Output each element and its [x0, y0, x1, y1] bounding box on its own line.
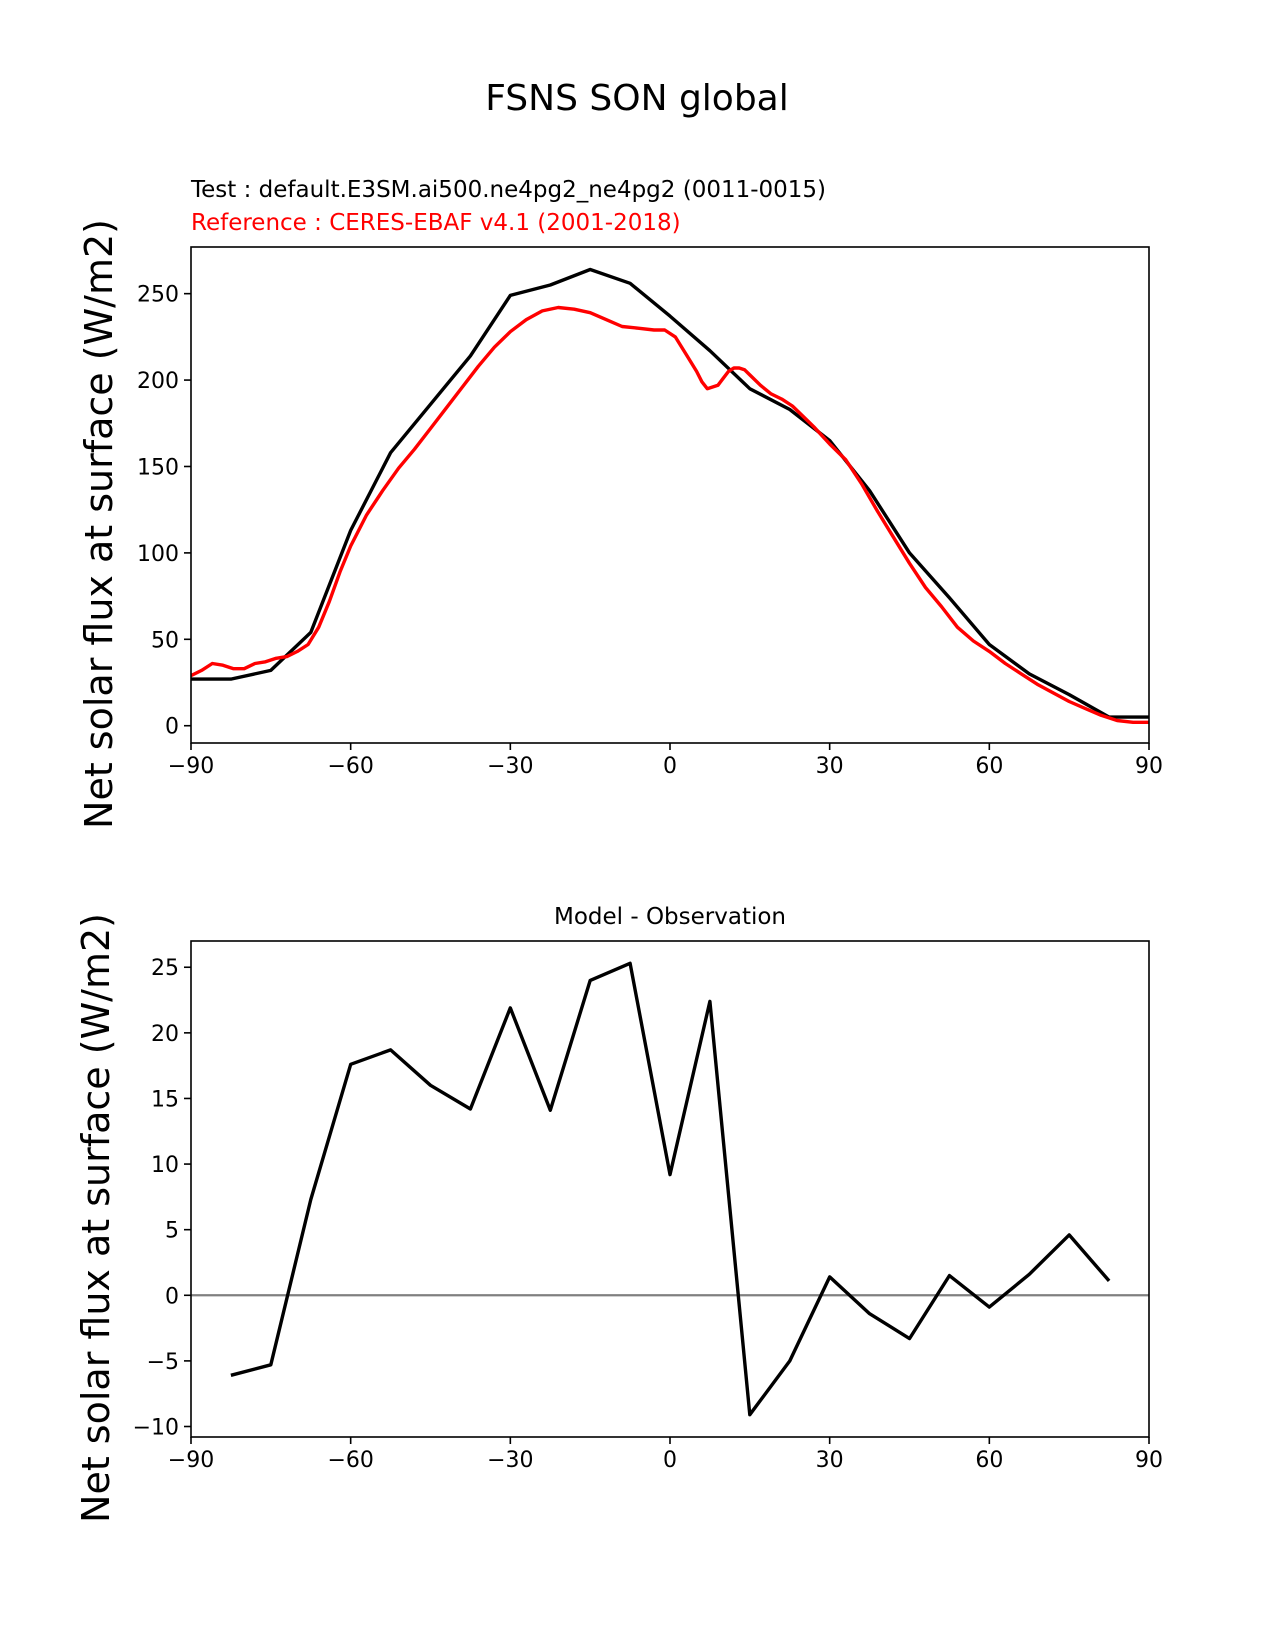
x-tick-label: −90	[168, 1448, 214, 1473]
y-tick-label: 10	[151, 1153, 179, 1178]
x-tick-label: −60	[327, 1448, 373, 1473]
y-tick-label: 5	[165, 1219, 179, 1244]
panel-zonal-mean: −90 −60 −30 0 30 60 90 0 50 100 150 200 250	[137, 246, 1163, 779]
y-tick-label: 100	[137, 542, 179, 567]
x-tick-label: −90	[168, 754, 214, 779]
y-tick-label: 0	[165, 1284, 179, 1309]
x-tick-label: −30	[487, 754, 533, 779]
y-tick-label: 50	[151, 628, 179, 653]
x-tick-label: 30	[816, 754, 844, 779]
x-tick-label: −30	[487, 1448, 533, 1473]
x-tick-label: 90	[1135, 1448, 1163, 1473]
y-tick-label: 20	[151, 1022, 179, 1047]
series-line-test	[191, 267, 1149, 719]
y-tick-label: 250	[137, 283, 179, 308]
figure-title: FSNS SON global	[485, 78, 789, 119]
series-line-difference	[230, 961, 1111, 1417]
x-tick-label: 0	[663, 1448, 677, 1473]
x-tick-label: 30	[816, 1448, 844, 1473]
y-tick-label: 25	[151, 956, 179, 981]
x-tick-label: 60	[975, 1448, 1003, 1473]
panel-difference: −90 −60 −30 0 30 60 90 −10 −5 0 5 10 15 20 25	[133, 940, 1163, 1473]
series-line-reference	[191, 305, 1149, 724]
x-tick-label: −60	[327, 754, 373, 779]
y-axis-label-bottom: Net solar flux at surface (W/m2)	[74, 913, 118, 1523]
y-tick-label: 200	[137, 369, 179, 394]
y-tick-label: 150	[137, 455, 179, 480]
y-axis-label-top: Net solar flux at surface (W/m2)	[77, 219, 121, 829]
y-tick-label: −10	[133, 1416, 179, 1441]
x-tick-label: 60	[975, 754, 1003, 779]
panel2-title: Model - Observation	[554, 904, 786, 930]
test-label: Test : default.E3SM.ai500.ne4pg2_ne4pg2 …	[190, 177, 826, 203]
y-tick-label: −5	[147, 1350, 179, 1375]
x-tick-label: 0	[663, 754, 677, 779]
reference-label: Reference : CERES-EBAF v4.1 (2001-2018)	[191, 210, 681, 236]
y-tick-label: 15	[151, 1087, 179, 1112]
y-tick-label: 0	[165, 715, 179, 740]
x-tick-label: 90	[1135, 754, 1163, 779]
